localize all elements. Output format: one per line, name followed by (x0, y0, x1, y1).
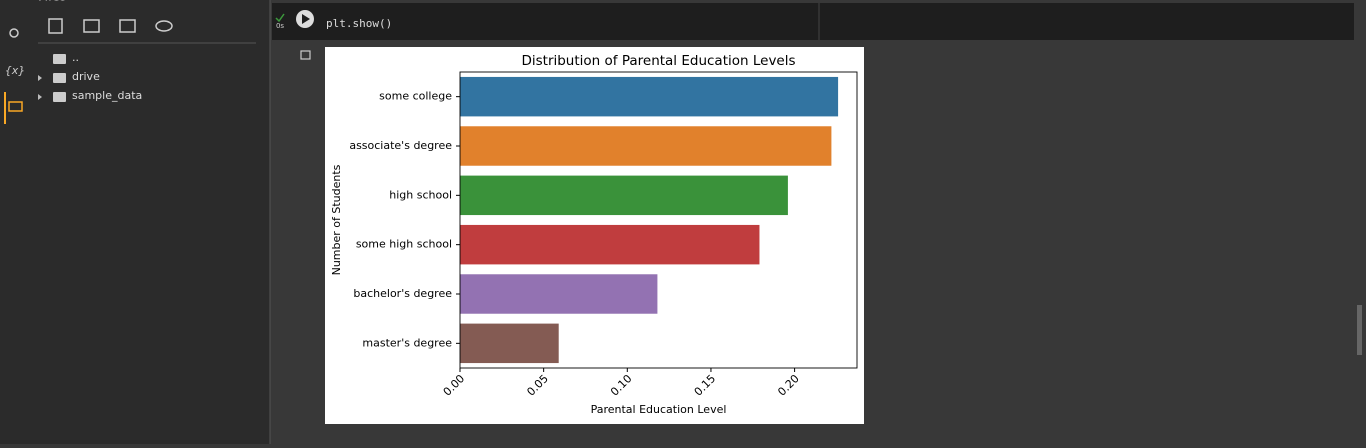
y-axis-label: Number of Students (330, 164, 343, 275)
y-tick-label: master's degree (362, 336, 452, 349)
folder-icon (53, 73, 66, 83)
y-tick-label: some college (379, 90, 452, 103)
expand-arrow[interactable] (38, 75, 42, 81)
file-name[interactable]: sample_data (72, 89, 142, 102)
exec-time: 0s (276, 22, 284, 30)
expand-arrow[interactable] (38, 94, 42, 100)
output-icon[interactable] (300, 50, 311, 60)
active-indicator (4, 92, 6, 124)
run-icon (302, 14, 310, 24)
hide-icon[interactable] (155, 20, 173, 32)
file-name[interactable]: .. (72, 51, 79, 64)
panel-title: Files (38, 0, 67, 5)
chart-title: Distribution of Parental Education Level… (521, 53, 795, 69)
upload-icon[interactable] (48, 18, 63, 34)
y-tick-label: some high school (356, 238, 452, 251)
y-tick-label: associate's degree (349, 139, 452, 152)
bar (460, 76, 839, 117)
x-axis-label: Parental Education Level (591, 403, 727, 416)
bar (460, 274, 658, 314)
bar (460, 175, 788, 216)
status-check (275, 13, 285, 23)
bar (460, 224, 760, 265)
y-tick-label: bachelor's degree (353, 287, 452, 300)
file-name[interactable]: drive (72, 70, 100, 83)
y-tick-label: high school (389, 188, 452, 201)
scrollbar[interactable] (1357, 305, 1362, 355)
file-panel (30, 0, 270, 444)
activity-bar (0, 0, 30, 444)
chart: Distribution of Parental Education Level… (330, 53, 858, 416)
bar (460, 323, 559, 364)
bar (460, 126, 832, 166)
folder-icon (53, 92, 66, 102)
drive-icon[interactable] (119, 19, 136, 33)
code-text[interactable]: plt.show() (326, 17, 392, 30)
refresh-icon[interactable] (83, 19, 100, 33)
axes-frame (459, 71, 858, 369)
search-icon[interactable] (9, 28, 19, 38)
variables-icon[interactable]: {x} (5, 64, 26, 77)
files-icon[interactable] (8, 101, 23, 112)
folder-icon (53, 54, 66, 64)
code-cell[interactable] (272, 3, 1354, 40)
